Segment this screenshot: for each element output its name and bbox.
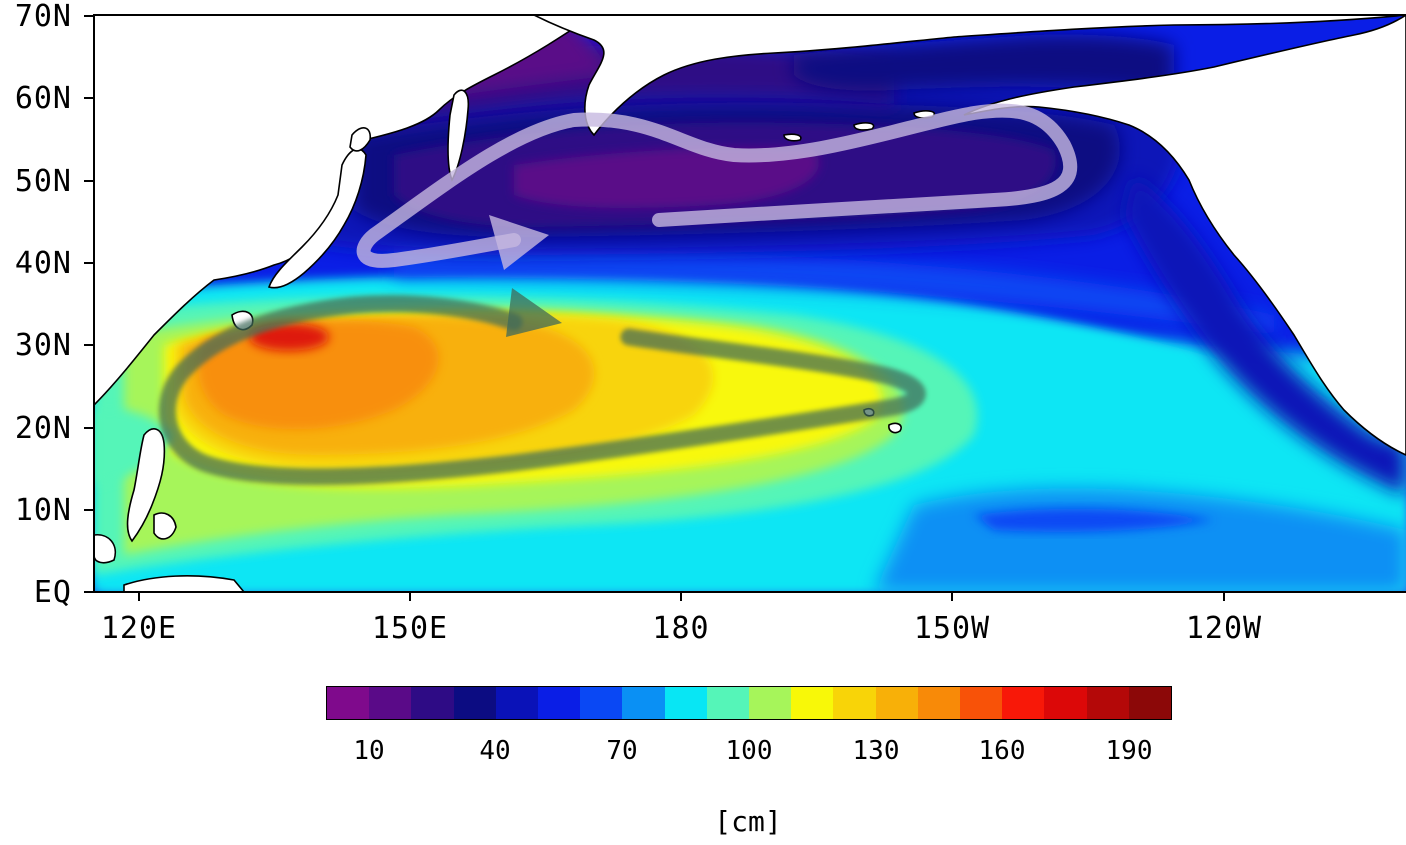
colorbar-swatch-4 (495, 687, 539, 719)
colorbar-swatch-12 (833, 687, 876, 719)
lat-tick (84, 591, 94, 593)
colorbar-swatch-13 (875, 687, 918, 719)
colorbar-tick-label: 130 (852, 736, 900, 766)
colorbar-swatch-17 (1044, 687, 1087, 719)
lat-tick (84, 344, 94, 346)
colorbar-tick-label: 40 (479, 736, 511, 766)
colorbar-swatch-10 (749, 687, 792, 719)
colorbar-swatch-8 (664, 687, 707, 719)
map-frame-top (93, 14, 1406, 16)
colorbar-swatch-19 (1128, 687, 1172, 719)
colorbar-swatch-11 (791, 687, 834, 719)
lat-tick (84, 15, 94, 17)
colorbar-tick-label: 10 (353, 736, 385, 766)
land-masses (94, 15, 1406, 592)
lon-tick (138, 592, 140, 601)
colorbar-swatch-7 (622, 687, 665, 719)
sea-surface-height-map (94, 15, 1406, 592)
colorbar (326, 686, 1172, 720)
lat-tick (84, 427, 94, 429)
colorbar-swatch-1 (369, 687, 412, 719)
colorbar-swatch-14 (917, 687, 961, 719)
colorbar-swatch-2 (411, 687, 454, 719)
map-panel (94, 15, 1406, 592)
lon-label-120w: 120W (1185, 611, 1263, 646)
colorbar-tick-label: 160 (978, 736, 1026, 766)
subtropical-gyre-arrow (158, 288, 926, 486)
lat-tick (84, 262, 94, 264)
lon-label-180: 180 (652, 611, 710, 646)
map-frame-left (93, 15, 95, 593)
lat-tick (84, 180, 94, 182)
colorbar-swatch-15 (960, 687, 1003, 719)
colorbar-swatch-3 (453, 687, 496, 719)
map-frame-bottom (93, 591, 1406, 593)
subpolar-gyre-arrow (356, 103, 1077, 270)
philippines-islands (126, 428, 166, 543)
colorbar-tick-label: 70 (606, 736, 638, 766)
lon-tick (1223, 592, 1225, 601)
colorbar-swatch-18 (1086, 687, 1129, 719)
lat-label-40n: 40N (14, 246, 72, 281)
lon-tick (409, 592, 411, 601)
lat-label-10n: 10N (14, 493, 72, 528)
colorbar-swatch-5 (538, 687, 581, 719)
hawaii-islands (888, 422, 902, 434)
lat-tick (84, 97, 94, 99)
colorbar-unit-label: [cm] (714, 805, 782, 838)
lon-label-120e: 120E (100, 611, 178, 646)
north-america-landmass (963, 15, 1406, 456)
lon-tick (680, 592, 682, 601)
lat-label-20n: 20N (14, 411, 72, 446)
lat-label-60n: 60N (14, 81, 72, 116)
lon-label-150e: 150E (371, 611, 449, 646)
colorbar-swatch-0 (327, 687, 370, 719)
colorbar-swatch-9 (706, 687, 750, 719)
colorbar-tick-label: 100 (725, 736, 773, 766)
lat-label-30n: 30N (14, 328, 72, 363)
colorbar-swatch-16 (1002, 687, 1045, 719)
lon-label-150w: 150W (913, 611, 991, 646)
lat-label-eq: EQ (33, 575, 72, 610)
lat-tick (84, 509, 94, 511)
lon-tick (951, 592, 953, 601)
japan-islands (267, 148, 367, 289)
colorbar-tick-label: 190 (1105, 736, 1153, 766)
colorbar-swatch-6 (580, 687, 623, 719)
lat-label-50n: 50N (14, 164, 72, 199)
lat-label-70n: 70N (14, 0, 72, 34)
